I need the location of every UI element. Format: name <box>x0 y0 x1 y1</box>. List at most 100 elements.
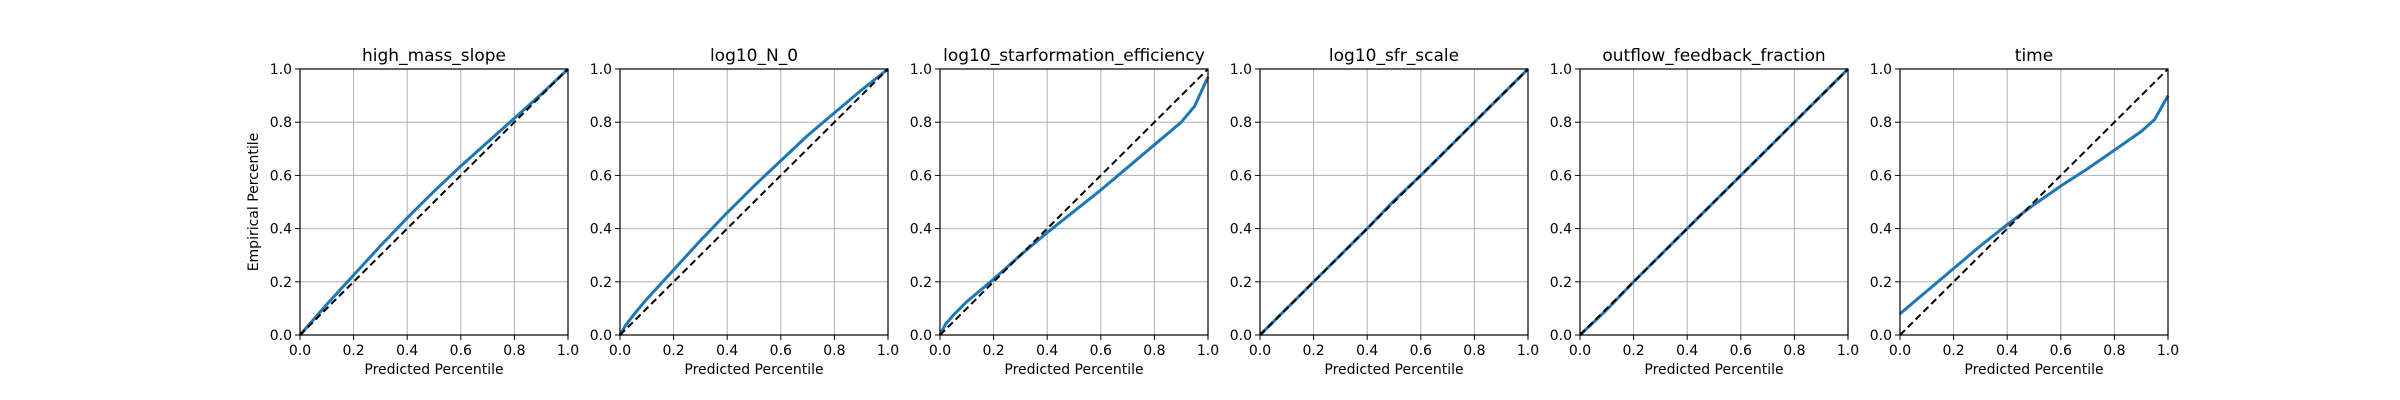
x-tick-label: 1.0 <box>557 343 579 359</box>
y-tick-label: 0.6 <box>270 168 292 184</box>
x-tick-label: 0.4 <box>1356 343 1378 359</box>
y-tick-label: 0.4 <box>910 222 932 238</box>
x-tick-label: 0.6 <box>2050 343 2072 359</box>
subplot-4: 0.0 0.2 0.4 0.6 0.8 1.0 0.0 0.2 0.4 0.6 0.8 1.0 log1… <box>1230 46 1539 378</box>
subplot-title: log10_N_0 <box>710 46 798 66</box>
reference-diagonal-line <box>1899 68 2169 336</box>
x-tick-label: 0.6 <box>1090 343 1112 359</box>
y-tick-label: 0.6 <box>1870 168 1892 184</box>
x-axis-label: Predicted Percentile <box>1004 362 1143 378</box>
x-tick-label: 0.2 <box>342 343 364 359</box>
x-tick-label: 1.0 <box>2157 343 2179 359</box>
reference-diagonal-line <box>939 68 1209 336</box>
y-tick-label: 1.0 <box>1870 62 1892 78</box>
x-tick-label: 1.0 <box>1517 343 1539 359</box>
reference-diagonal-line <box>619 68 889 336</box>
y-tick-label: 0.2 <box>590 275 612 291</box>
axes-frame <box>939 68 1209 336</box>
x-axis-label: Predicted Percentile <box>1964 362 2103 378</box>
x-tick-label: 0.4 <box>396 343 418 359</box>
axes-frame <box>299 68 569 336</box>
y-tick-label: 0.2 <box>910 275 932 291</box>
x-tick-label: 0.2 <box>1622 343 1644 359</box>
axes-frame <box>1259 68 1529 336</box>
y-tick-label: 0.0 <box>590 328 612 344</box>
y-tick-label: 0.0 <box>1230 328 1252 344</box>
calibration-curve <box>938 76 1210 336</box>
y-tick-label: 0.0 <box>1550 328 1572 344</box>
subplot-2: 0.0 0.2 0.4 0.6 0.8 1.0 0.0 0.2 0.4 0.6 0.8 1.0 log1… <box>590 46 899 378</box>
axes-frame <box>1899 68 2169 336</box>
y-tick-label: 1.0 <box>1550 62 1572 78</box>
y-tick-label: 0.6 <box>1230 168 1252 184</box>
x-axis-label: Predicted Percentile <box>1644 362 1783 378</box>
y-tick-label: 0.8 <box>1550 115 1572 131</box>
subplot-panels: 0.0 0.2 0.4 0.6 0.8 1.0 0.0 0.2 0.4 0.6 0.8 1.0 high… <box>270 46 2179 378</box>
axes-frame <box>1579 68 1849 336</box>
y-tick-label: 0.6 <box>1550 168 1572 184</box>
x-tick-label: 0.6 <box>770 343 792 359</box>
x-tick-label: 0.4 <box>1676 343 1698 359</box>
x-tick-label: 0.2 <box>1942 343 1964 359</box>
x-tick-label: 1.0 <box>1837 343 1859 359</box>
x-tick-label: 0.0 <box>1569 343 1591 359</box>
x-tick-label: 0.4 <box>716 343 738 359</box>
x-tick-label: 0.0 <box>609 343 631 359</box>
x-tick-label: 0.8 <box>1143 343 1165 359</box>
x-axis-label: Predicted Percentile <box>364 362 503 378</box>
y-tick-label: 0.4 <box>270 222 292 238</box>
y-tick-label: 0.0 <box>1870 328 1892 344</box>
x-tick-label: 0.0 <box>1249 343 1271 359</box>
x-tick-label: 0.2 <box>1302 343 1324 359</box>
y-tick-label: 0.4 <box>590 222 612 238</box>
subplot-3: 0.0 0.2 0.4 0.6 0.8 1.0 0.0 0.2 0.4 0.6 0.8 1.0 log1… <box>910 46 1219 378</box>
x-tick-label: 0.6 <box>1730 343 1752 359</box>
calibration-curve <box>618 67 889 336</box>
subplot-title: log10_sfr_scale <box>1329 46 1459 66</box>
y-tick-label: 0.8 <box>590 115 612 131</box>
x-tick-label: 0.8 <box>1463 343 1485 359</box>
subplot-6: 0.0 0.2 0.4 0.6 0.8 1.0 0.0 0.2 0.4 0.6 0.8 1.0 time… <box>1870 46 2179 378</box>
y-tick-label: 1.0 <box>270 62 292 78</box>
x-tick-label: 0.6 <box>1410 343 1432 359</box>
y-tick-label: 0.6 <box>590 168 612 184</box>
reference-diagonal-line <box>299 68 569 336</box>
y-tick-label: 0.2 <box>270 275 292 291</box>
x-tick-label: 0.6 <box>450 343 472 359</box>
reference-diagonal-line <box>1579 68 1849 336</box>
y-tick-label: 0.2 <box>1230 275 1252 291</box>
calibration-curve <box>298 67 570 336</box>
y-tick-label: 1.0 <box>1230 62 1252 78</box>
x-tick-label: 0.0 <box>929 343 951 359</box>
axes-frame <box>619 68 889 336</box>
x-tick-label: 0.8 <box>503 343 525 359</box>
y-tick-label: 0.2 <box>1870 275 1892 291</box>
y-tick-label: 1.0 <box>910 62 932 78</box>
y-tick-label: 0.0 <box>910 328 932 344</box>
y-tick-label: 1.0 <box>590 62 612 78</box>
calibration-curve <box>1899 94 2170 315</box>
subplot-title: outflow_feedback_fraction <box>1602 46 1825 66</box>
y-tick-label: 0.0 <box>270 328 292 344</box>
y-tick-label: 0.8 <box>270 115 292 131</box>
x-axis-label: Predicted Percentile <box>1324 362 1463 378</box>
y-tick-label: 0.2 <box>1550 275 1572 291</box>
reference-diagonal-line <box>1259 68 1529 336</box>
y-tick-label: 0.8 <box>1870 115 1892 131</box>
x-tick-label: 0.0 <box>1889 343 1911 359</box>
x-tick-label: 0.8 <box>823 343 845 359</box>
shared-y-axis-label: Empirical Percentile <box>246 133 262 272</box>
subplot-title: time <box>2015 46 2053 66</box>
y-tick-label: 0.8 <box>1230 115 1252 131</box>
x-tick-label: 0.4 <box>1036 343 1058 359</box>
x-tick-label: 0.8 <box>1783 343 1805 359</box>
y-tick-label: 0.6 <box>910 168 932 184</box>
subplot-title: log10_starformation_efficiency <box>943 46 1205 66</box>
y-tick-label: 0.8 <box>910 115 932 131</box>
x-tick-label: 1.0 <box>1197 343 1219 359</box>
y-tick-label: 0.4 <box>1550 222 1572 238</box>
x-axis-label: Predicted Percentile <box>684 362 823 378</box>
x-tick-label: 0.0 <box>289 343 311 359</box>
